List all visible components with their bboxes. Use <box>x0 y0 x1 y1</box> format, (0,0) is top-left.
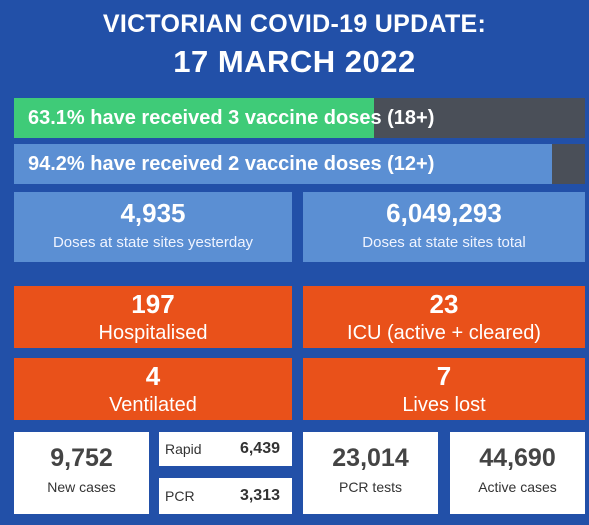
lives-lost-label: Lives lost <box>402 394 486 416</box>
icu-value: 23 <box>429 289 459 319</box>
lives-lost-box: 7 Lives lost <box>303 358 585 420</box>
pcr-cases-value: 3,313 <box>239 487 280 504</box>
vaccine-bar-3-doses-text: 63.1% have received 3 vaccine doses (18+… <box>28 106 435 129</box>
ventilated-value: 4 <box>145 361 161 391</box>
rapid-tests-value: 6,439 <box>239 440 280 457</box>
vaccine-bar-2-doses-text: 94.2% have received 2 vaccine doses (12+… <box>28 152 435 175</box>
ventilated-label: Ventilated <box>109 394 197 416</box>
doses-yesterday-box: 4,935 Doses at state sites yesterday <box>14 192 292 262</box>
pcr-tests-value: 23,014 <box>332 444 409 472</box>
vaccine-bar-3-doses: 63.1% have received 3 vaccine doses (18+… <box>14 98 585 138</box>
doses-total-box: 6,049,293 Doses at state sites total <box>303 192 585 262</box>
lives-lost-value: 7 <box>436 361 452 391</box>
active-cases-value: 44,690 <box>479 444 556 472</box>
new-cases-box: 9,752 New cases <box>14 432 149 514</box>
new-cases-value: 9,752 <box>50 444 113 472</box>
doses-yesterday-label: Doses at state sites yesterday <box>52 234 254 251</box>
pcr-cases-label: PCR <box>165 488 195 504</box>
rapid-tests-box: Rapid 6,439 <box>159 432 292 466</box>
doses-total-label: Doses at state sites total <box>362 234 526 251</box>
page-title: VICTORIAN COVID-19 UPDATE: <box>102 10 487 38</box>
rapid-tests-label: Rapid <box>165 441 202 457</box>
pcr-tests-box: 23,014 PCR tests <box>303 432 438 514</box>
doses-yesterday-value: 4,935 <box>120 198 186 228</box>
hospitalised-value: 197 <box>131 289 175 319</box>
new-cases-label: New cases <box>47 479 116 495</box>
icu-label: ICU (active + cleared) <box>347 322 541 344</box>
pcr-tests-label: PCR tests <box>338 479 402 495</box>
vaccine-bar-3-doses-fill <box>14 98 375 138</box>
update-date: 17 MARCH 2022 <box>173 44 416 79</box>
vaccine-bar-2-doses: 94.2% have received 2 vaccine doses (12+… <box>14 144 585 184</box>
hospitalised-label: Hospitalised <box>98 322 208 344</box>
icu-box: 23 ICU (active + cleared) <box>303 286 585 348</box>
hospitalised-box: 197 Hospitalised <box>14 286 292 348</box>
pcr-cases-box: PCR 3,313 <box>159 478 292 514</box>
doses-total-value: 6,049,293 <box>386 198 502 228</box>
active-cases-box: 44,690 Active cases <box>450 432 585 514</box>
active-cases-label: Active cases <box>478 479 557 495</box>
vaccine-bar-2-doses-fill <box>14 144 552 184</box>
ventilated-box: 4 Ventilated <box>14 358 292 420</box>
